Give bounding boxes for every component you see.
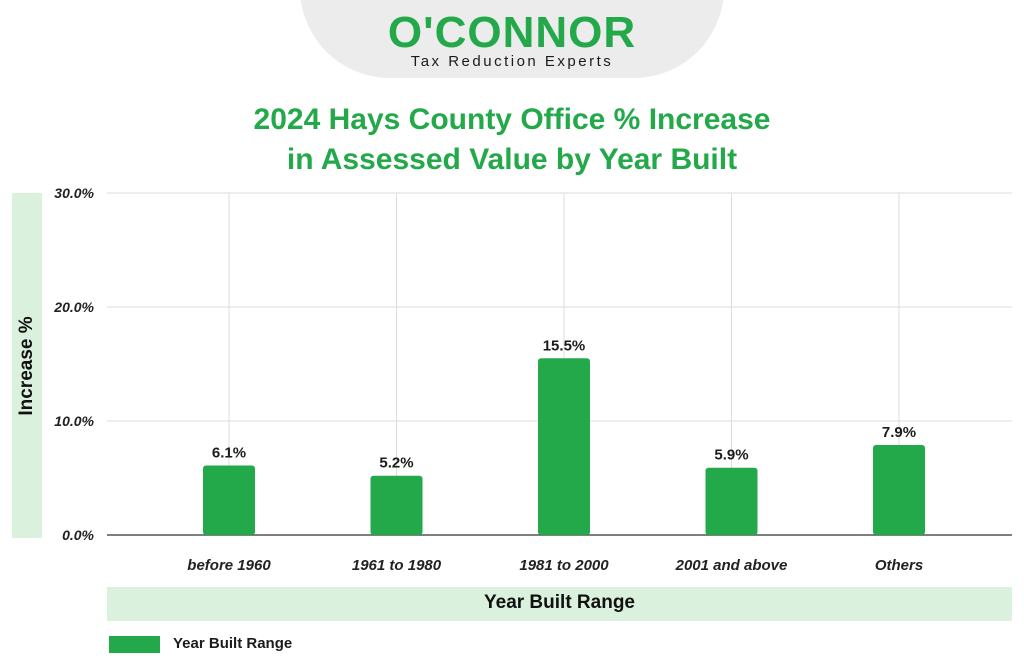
chart-title-line-1: 2024 Hays County Office % Increase bbox=[253, 103, 771, 136]
data-label: 5.2% bbox=[379, 455, 413, 472]
data-label: 6.1% bbox=[212, 444, 246, 461]
chart-title-line-2: in Assessed Value by Year Built bbox=[286, 143, 738, 176]
data-label: 7.9% bbox=[882, 424, 916, 441]
brand-logo-wordmark: O'CONNOR bbox=[387, 8, 637, 57]
bar bbox=[370, 475, 423, 535]
bar bbox=[705, 467, 758, 535]
bar bbox=[873, 444, 925, 535]
legend-label: Year Built Range bbox=[173, 635, 293, 652]
logo-banner bbox=[300, 0, 724, 78]
bar bbox=[538, 358, 590, 535]
y-tick-label: 20.0% bbox=[53, 299, 94, 315]
data-label: 15.5% bbox=[543, 337, 586, 354]
y-tick-label: 10.0% bbox=[54, 413, 94, 429]
x-tick-label: 2001 and above bbox=[675, 557, 788, 574]
chart-title: 2024 Hays County Office % Increase in As… bbox=[0, 100, 1024, 180]
x-axis-label-band bbox=[107, 587, 1012, 621]
bar bbox=[203, 465, 255, 535]
y-tick-label: 30.0% bbox=[54, 185, 94, 201]
x-tick-label: before 1960 bbox=[187, 557, 271, 574]
x-tick-label: Others bbox=[875, 557, 923, 574]
x-tick-label: 1961 to 1980 bbox=[352, 557, 442, 574]
x-axis-label: Year Built Range bbox=[484, 592, 635, 613]
data-label: 5.9% bbox=[714, 447, 748, 464]
x-tick-label: 1981 to 2000 bbox=[519, 557, 609, 574]
legend-swatch bbox=[109, 636, 160, 653]
brand-tagline: Tax Reduction Experts bbox=[410, 53, 614, 70]
y-axis-label-band bbox=[12, 193, 42, 538]
y-tick-label: 0.0% bbox=[62, 527, 94, 543]
